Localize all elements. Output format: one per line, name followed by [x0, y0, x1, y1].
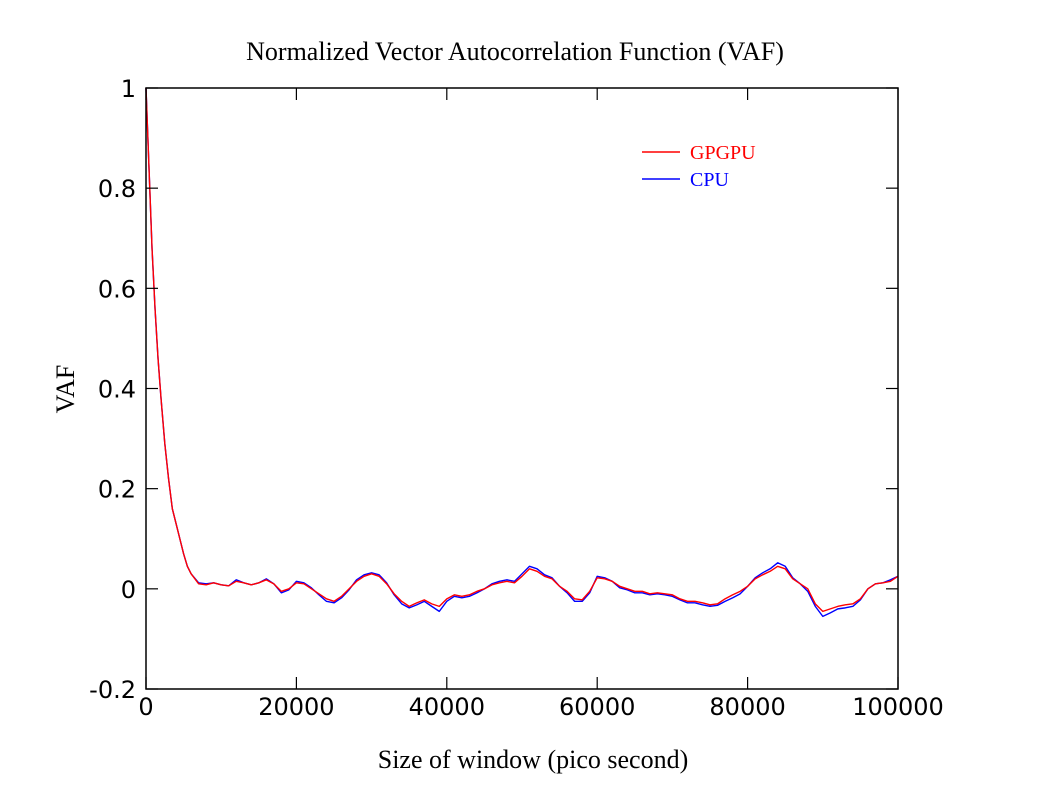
y-axis-label: VAF — [51, 365, 80, 414]
legend-label-gpgpu: GPGPU — [690, 142, 756, 164]
legend-label-cpu: CPU — [690, 169, 729, 191]
y-tick-label: 0.4 — [98, 376, 136, 404]
y-tick-label: -0.2 — [89, 676, 136, 704]
chart-title: Normalized Vector Autocorrelation Functi… — [246, 37, 784, 66]
plot-frame — [145, 87, 899, 690]
x-tick-label: 20000 — [258, 693, 334, 721]
x-axis-label: Size of window (pico second) — [378, 745, 688, 774]
legend: GPGPU CPU — [642, 142, 756, 191]
x-tick-label: 0 — [138, 693, 153, 721]
y-tick-label: 0.6 — [98, 275, 136, 303]
x-tick-label: 40000 — [409, 693, 485, 721]
y-tick-label: 0.8 — [98, 175, 136, 203]
x-tick-label: 80000 — [709, 693, 785, 721]
y-tick-label: 0.2 — [98, 476, 136, 504]
series-line-gpgpu — [145, 87, 899, 613]
x-tick-label: 100000 — [852, 693, 944, 721]
axis-ticks: 0 20000 40000 60000 80000 100000-0.200.20.40.… — [89, 75, 944, 721]
x-tick-label: 60000 — [559, 693, 635, 721]
y-tick-label: 1 — [121, 75, 136, 103]
series-layer — [145, 87, 899, 618]
series-line-cpu — [145, 87, 899, 618]
y-tick-label: 0 — [121, 576, 136, 604]
